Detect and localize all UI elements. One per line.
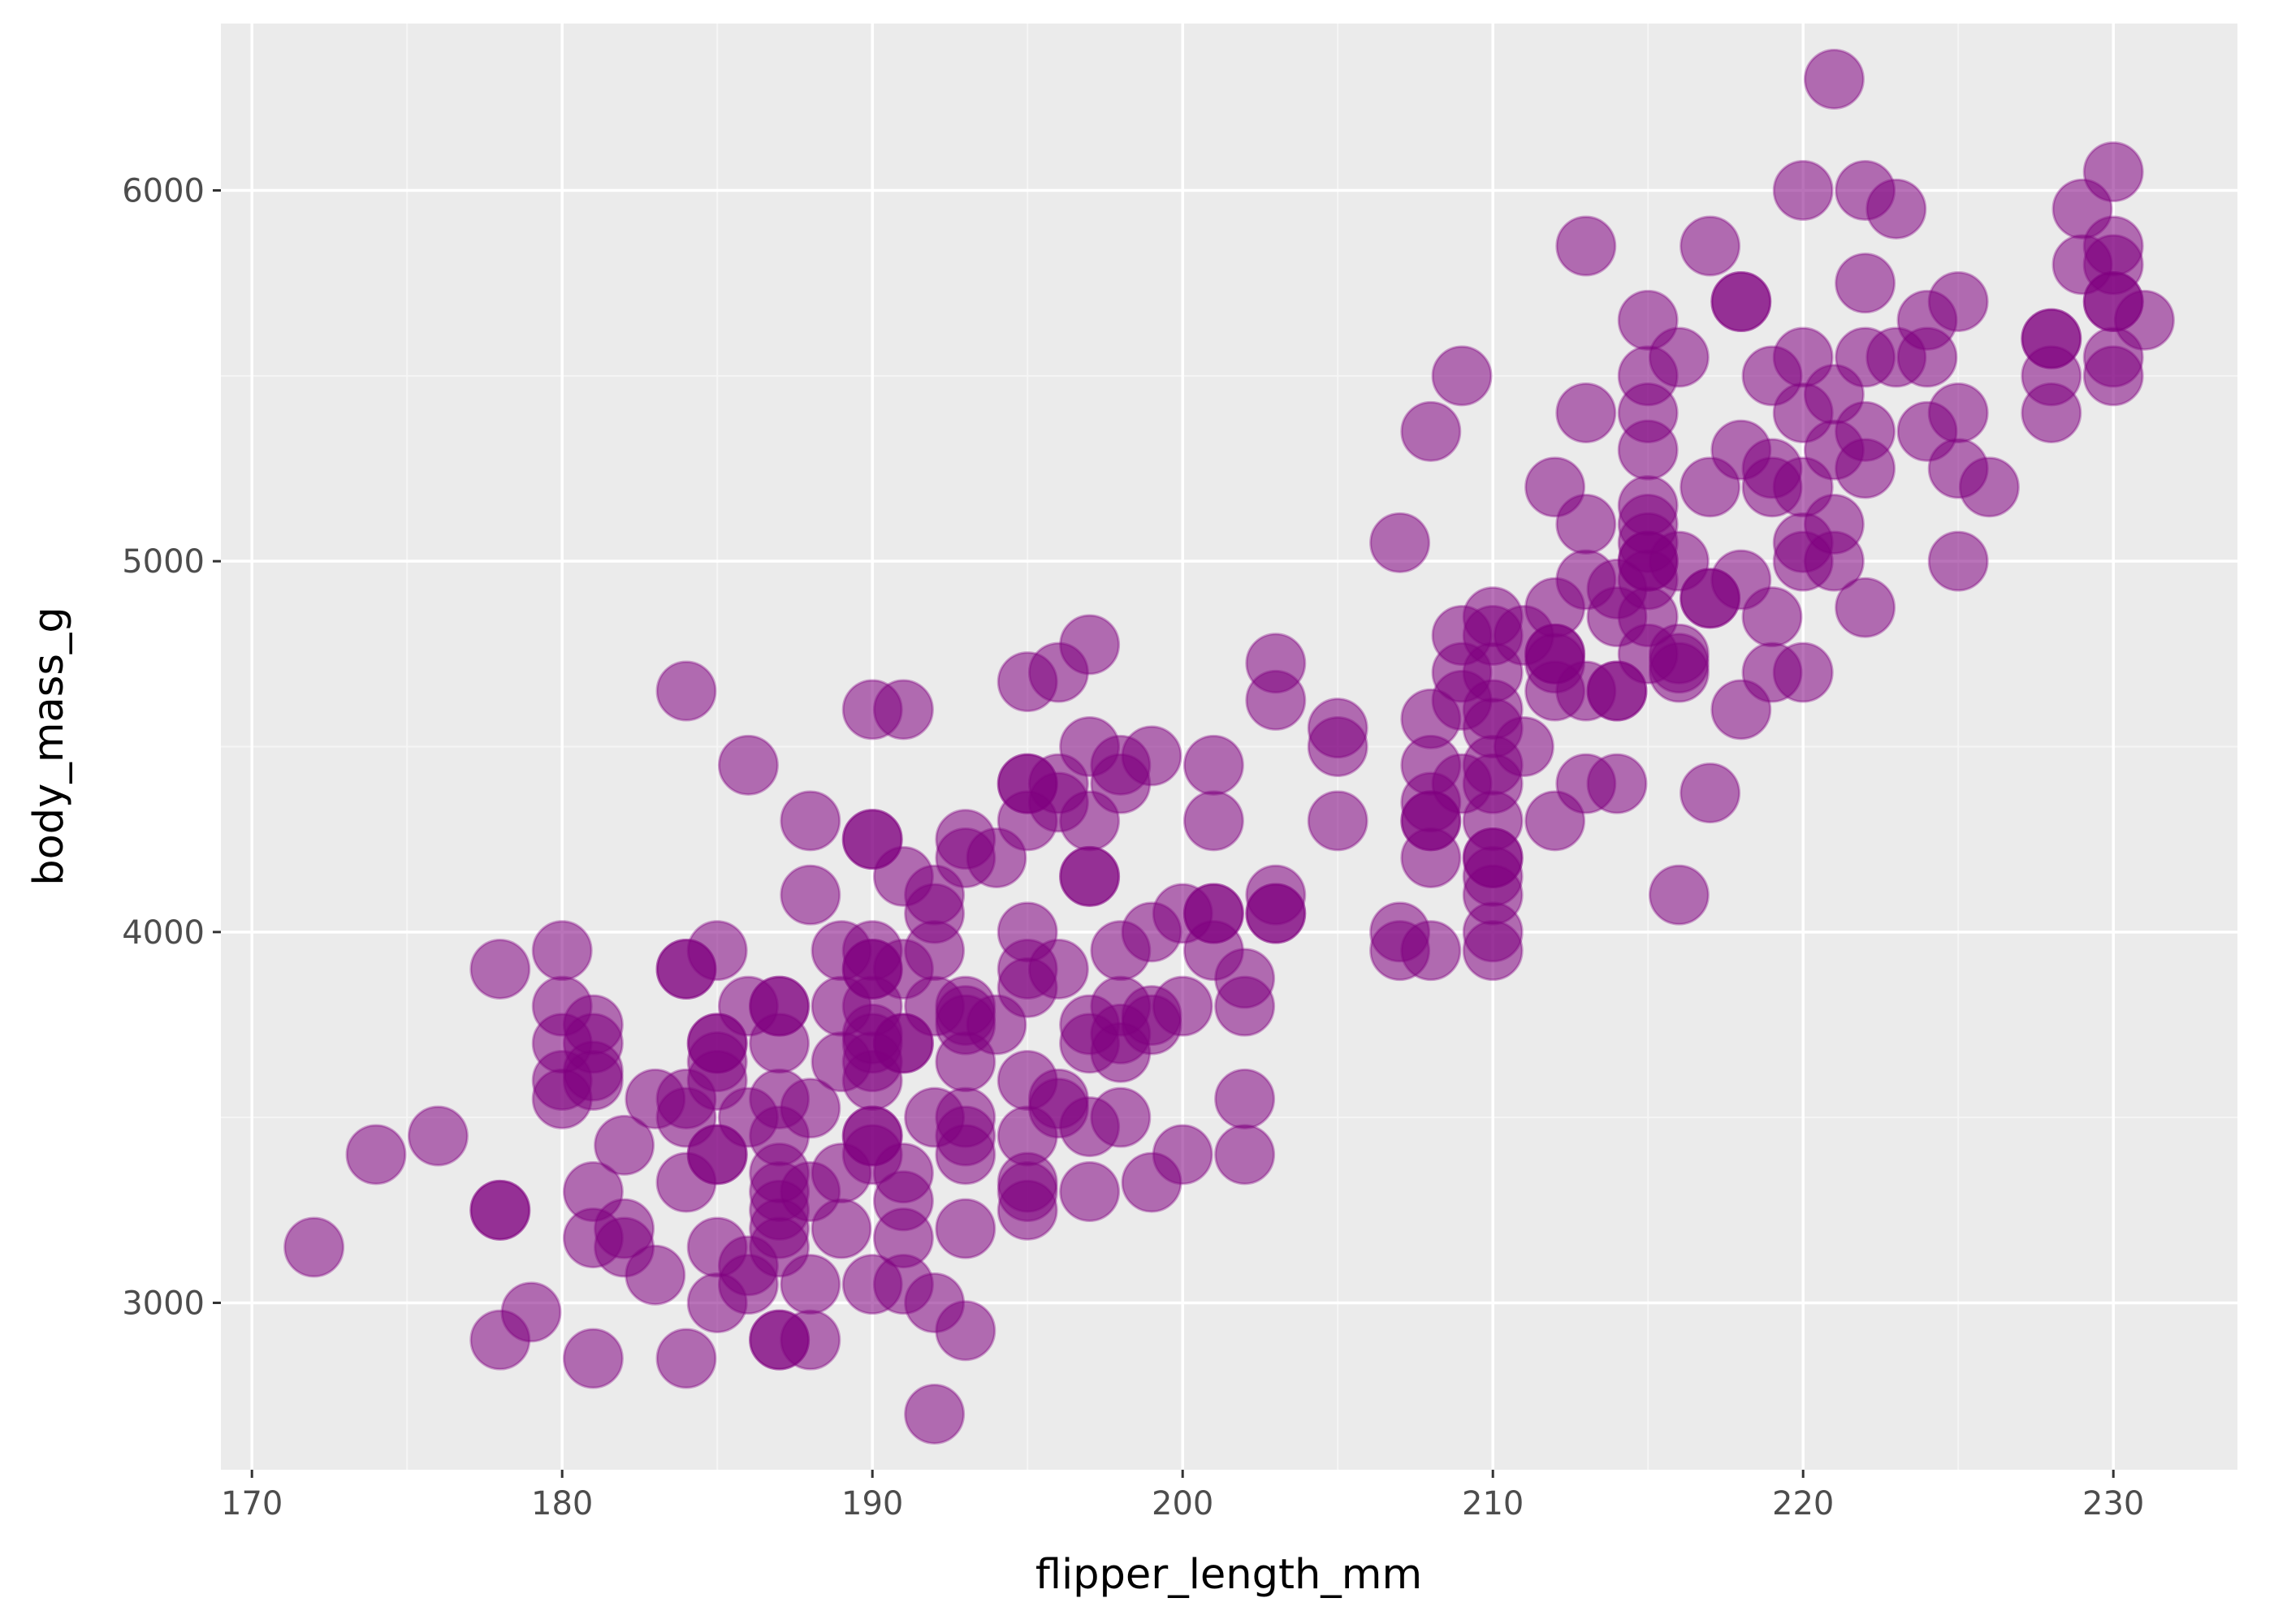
data-point (780, 1254, 841, 1315)
x-tick-label: 220 (1772, 1485, 1834, 1522)
data-point (1586, 753, 1648, 814)
data-point (1772, 641, 1834, 703)
data-point (655, 660, 717, 722)
data-point (935, 1124, 996, 1186)
data-point (1027, 939, 1089, 1000)
data-point (345, 1124, 407, 1186)
data-point (2082, 141, 2144, 203)
data-point (1710, 271, 1772, 332)
data-point (1803, 49, 1865, 110)
x-axis-ticks: 170 180 190 200 210 220 230 (221, 1470, 2144, 1522)
data-point (1493, 716, 1554, 777)
y-tick-label: 3000 (122, 1285, 205, 1323)
data-point (1648, 864, 1710, 926)
data-point (1835, 253, 1896, 314)
data-point (1555, 382, 1617, 443)
data-point (283, 1216, 345, 1278)
data-point (1835, 438, 1896, 499)
data-point (407, 1105, 469, 1167)
y-tick-label: 5000 (122, 543, 205, 581)
y-axis-ticks: 3000 4000 5000 6000 (122, 173, 221, 1323)
data-point (562, 1328, 624, 1389)
data-point (1648, 641, 1710, 703)
data-point (500, 1281, 562, 1343)
x-tick-label: 190 (841, 1485, 903, 1522)
data-point (1772, 160, 1834, 221)
y-tick-label: 4000 (122, 914, 205, 952)
data-point (872, 679, 934, 741)
x-tick-label: 210 (1462, 1485, 1524, 1522)
data-point (1182, 734, 1244, 796)
data-point (1865, 178, 1927, 240)
data-point (935, 1300, 996, 1362)
data-point (1648, 326, 1710, 388)
data-point (1927, 271, 1989, 332)
data-point (1307, 716, 1368, 777)
data-point (1431, 345, 1493, 407)
data-point (749, 1013, 811, 1074)
data-point (1896, 326, 1958, 388)
y-axis-title: body_mass_g (25, 607, 73, 886)
data-point (1214, 1068, 1276, 1129)
data-point (1121, 725, 1182, 787)
data-point (1958, 456, 2020, 518)
data-point (2082, 345, 2144, 407)
data-point (1245, 883, 1307, 944)
data-point (1059, 1161, 1121, 1222)
data-points (283, 49, 2175, 1445)
data-point (1307, 790, 1368, 852)
x-tick-label: 200 (1152, 1485, 1213, 1522)
data-point (1214, 1124, 1276, 1186)
x-tick-label: 230 (2082, 1485, 2144, 1522)
data-point (811, 1198, 872, 1259)
data-point (1741, 586, 1803, 648)
x-tick-label: 170 (221, 1485, 283, 1522)
data-point (1835, 577, 1896, 638)
data-point (780, 864, 841, 926)
y-tick-label: 6000 (122, 173, 205, 210)
data-point (780, 790, 841, 852)
data-point (935, 1198, 996, 1259)
data-point (780, 1309, 841, 1371)
data-point (686, 920, 748, 982)
data-point (1182, 790, 1244, 852)
data-point (1462, 920, 1524, 982)
data-point (1617, 419, 1679, 481)
data-point (1400, 400, 1462, 462)
data-point (1214, 975, 1276, 1037)
data-point (1803, 530, 1865, 592)
data-point (469, 1179, 531, 1241)
data-point (1555, 215, 1617, 277)
data-point (1369, 512, 1431, 573)
data-point (594, 1114, 655, 1176)
data-point (1680, 762, 1741, 824)
data-point (996, 1179, 1058, 1241)
data-point (1555, 494, 1617, 555)
data-point (1245, 669, 1307, 731)
data-point (1927, 530, 1989, 592)
data-point (717, 734, 779, 796)
data-point (1400, 920, 1462, 982)
data-point (1090, 1086, 1152, 1148)
data-point (904, 1384, 966, 1445)
data-point (1680, 215, 1741, 277)
data-point (1152, 975, 1213, 1037)
data-point (904, 920, 966, 982)
data-point (1400, 827, 1462, 888)
data-point (1152, 1124, 1213, 1186)
data-point (1059, 614, 1121, 676)
x-tick-label: 180 (531, 1485, 593, 1522)
data-point (780, 1078, 841, 1139)
data-point (469, 939, 531, 1000)
data-point (625, 1244, 686, 1306)
data-point (562, 1050, 624, 1111)
data-point (531, 920, 593, 982)
data-point (655, 1328, 717, 1389)
data-point (2021, 382, 2082, 443)
data-point (1059, 845, 1121, 907)
data-point (2113, 289, 2175, 351)
data-point (1927, 382, 1989, 443)
x-axis-title: flipper_length_mm (1035, 1551, 1422, 1599)
